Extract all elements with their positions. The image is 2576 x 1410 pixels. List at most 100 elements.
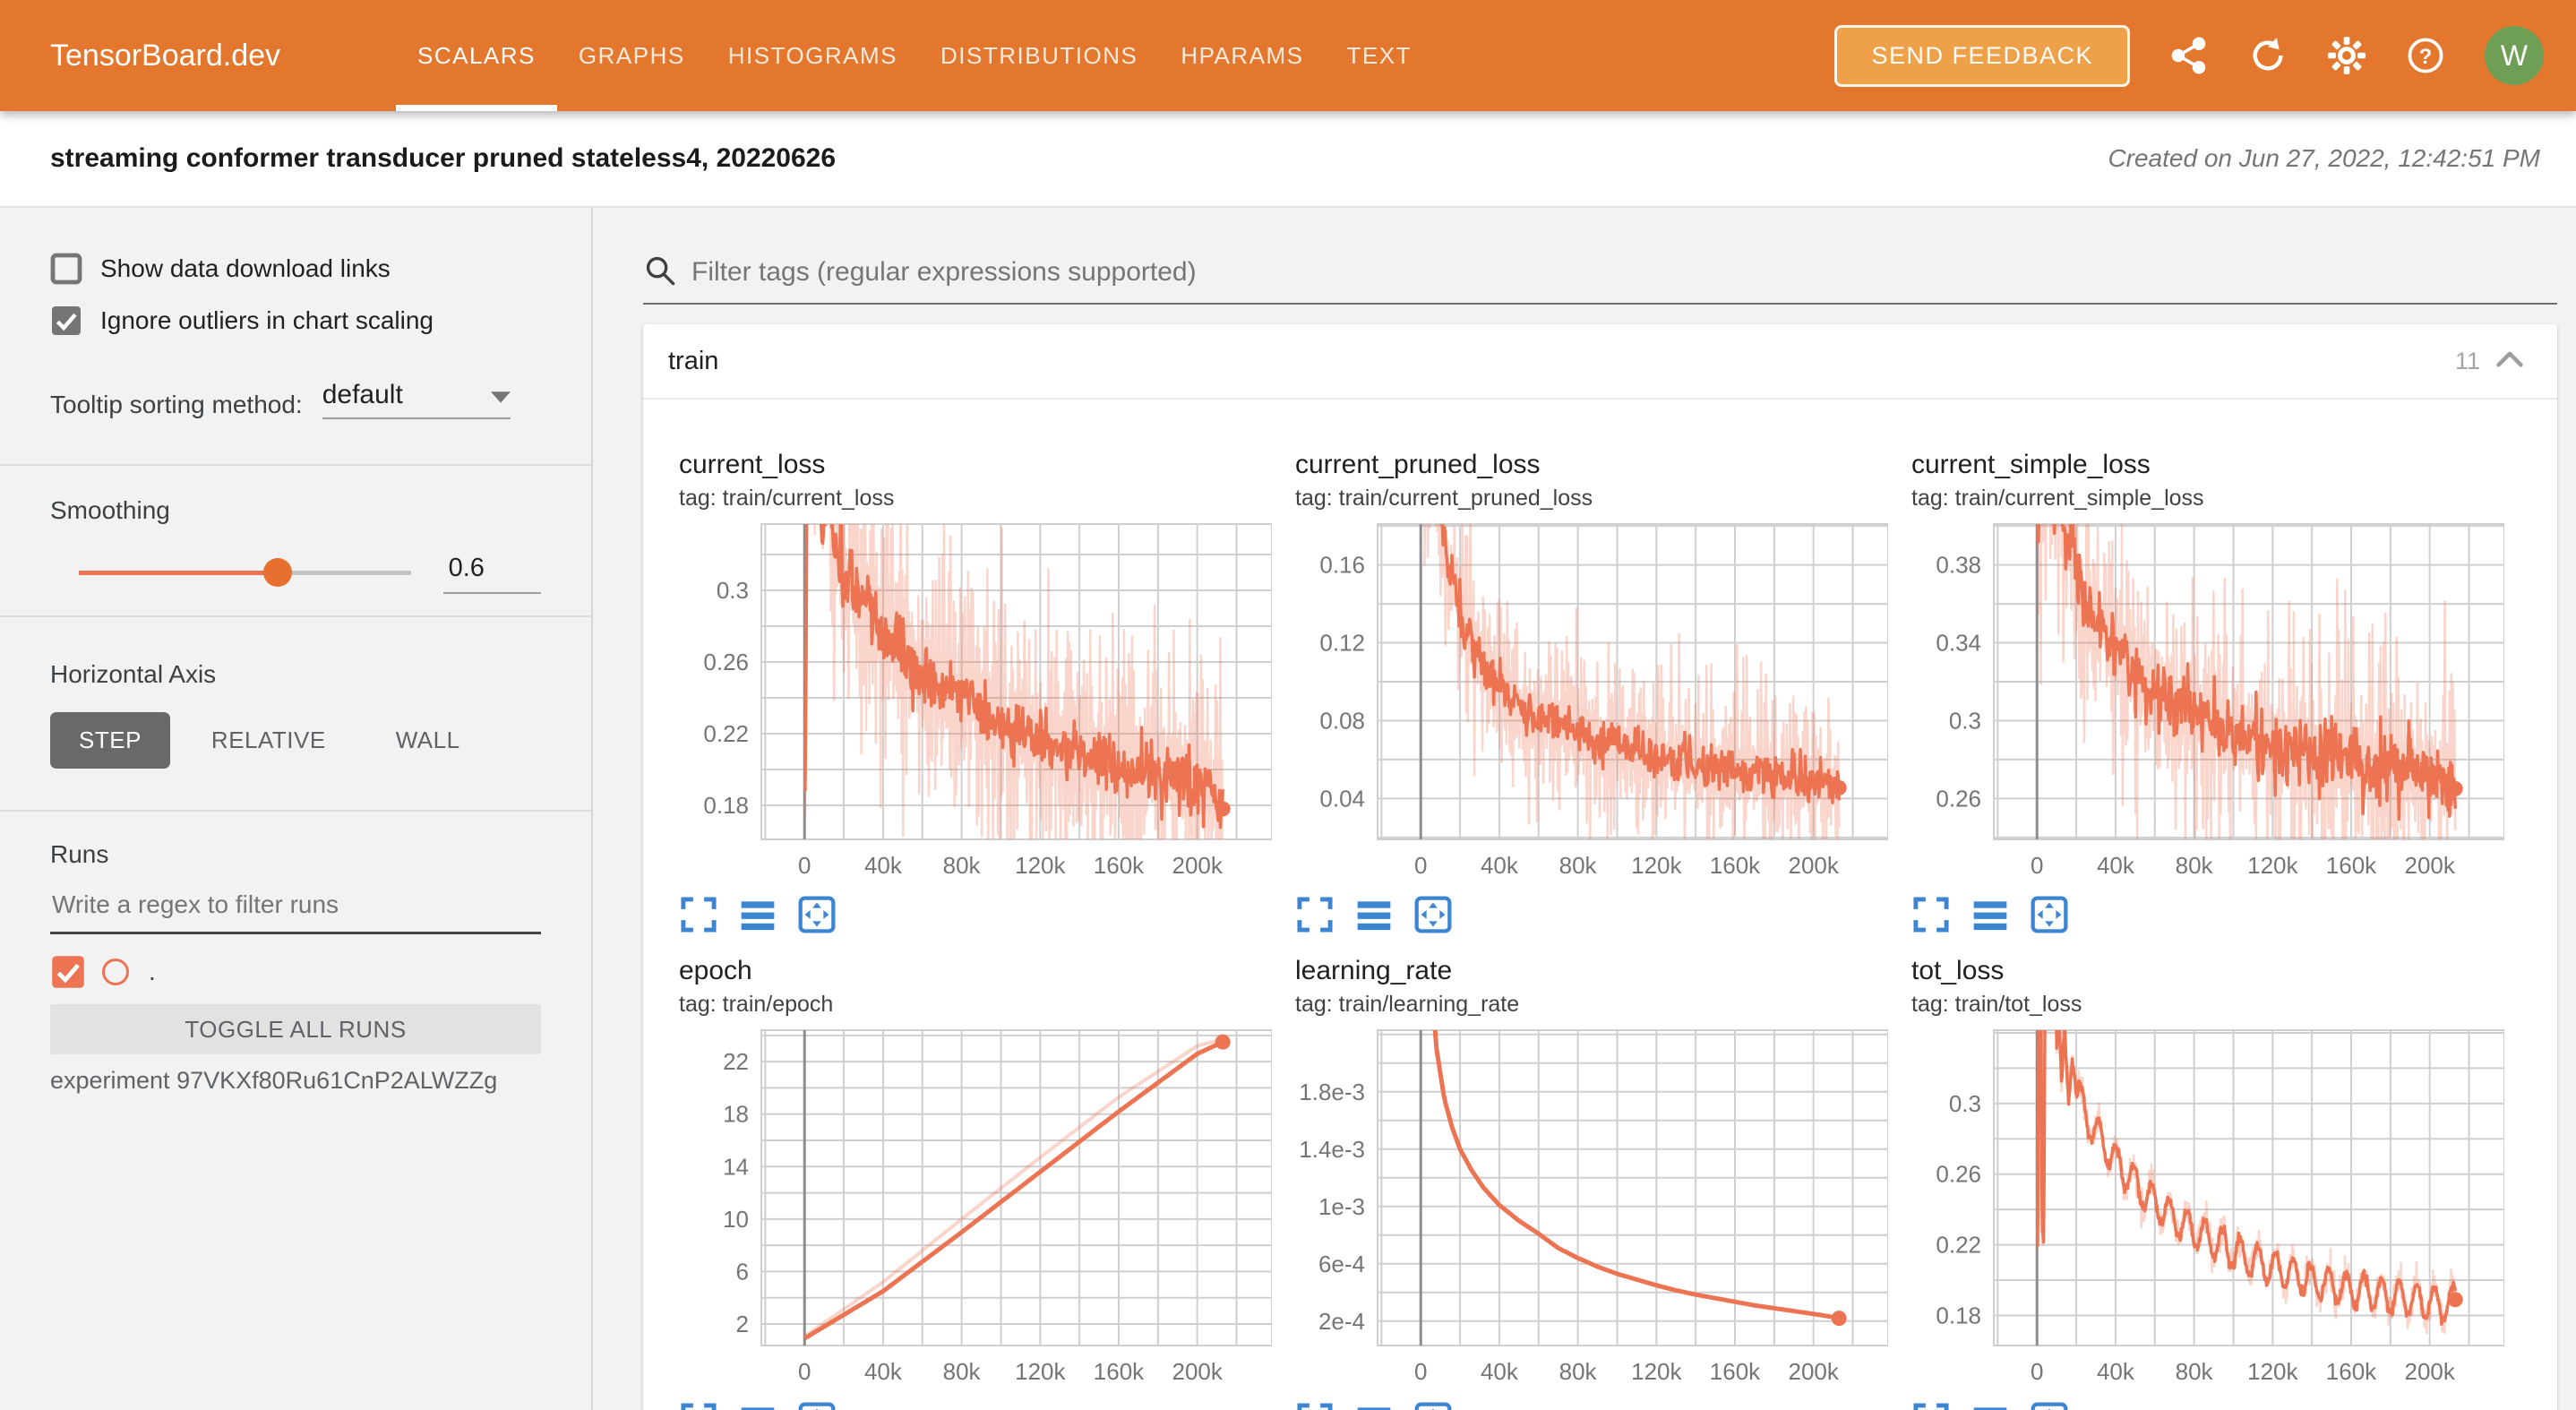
fit-data-icon[interactable]	[2030, 895, 2069, 934]
experiment-id: experiment 97VKXf80Ru61CnP2ALWZZg	[50, 1067, 498, 1094]
svg-text:40k: 40k	[2097, 852, 2135, 879]
created-on: Created on Jun 27, 2022, 12:42:51 PM	[2108, 144, 2540, 172]
chart-current_simple_loss: current_simple_loss tag: train/current_si…	[1911, 450, 2504, 934]
svg-text:0: 0	[2031, 1358, 2043, 1385]
chart-options-icon[interactable]	[1971, 1401, 2010, 1410]
train-section-header[interactable]: train 11	[643, 324, 2557, 400]
svg-text:200k: 200k	[2404, 1358, 2455, 1385]
chart-options-icon[interactable]	[1354, 1401, 1394, 1410]
tab-text[interactable]: TEXT	[1346, 41, 1412, 69]
train-section: train 11 current_loss tag: train/current_…	[643, 324, 2557, 1410]
chevron-up-icon[interactable]	[2494, 348, 2525, 374]
smoothing-value[interactable]: 0.6	[442, 550, 541, 594]
fit-data-icon[interactable]	[1413, 895, 1453, 934]
filter-tags-input[interactable]	[691, 257, 2557, 288]
chart-epoch: epoch tag: train/epoch 2 6 10 14 18 22 0 40k 80k 12…	[679, 956, 1272, 1410]
svg-text:200k: 200k	[2404, 852, 2455, 879]
svg-text:80k: 80k	[2176, 1358, 2214, 1385]
fit-data-icon[interactable]	[797, 1401, 837, 1410]
ignore-outliers-checkbox[interactable]	[50, 305, 82, 337]
settings-sidebar: Show data download links Ignore outliers…	[0, 208, 593, 1410]
svg-text:0: 0	[2031, 852, 2043, 879]
tab-scalars[interactable]: SCALARS	[396, 0, 557, 111]
chart-options-icon[interactable]	[738, 1401, 777, 1410]
svg-text:160k: 160k	[2326, 1358, 2377, 1385]
run-color-circle[interactable]	[102, 959, 129, 985]
tab-graphs[interactable]: GRAPHS	[578, 41, 685, 69]
chart-plot-learning_rate[interactable]: 2e-4 6e-4 1e-3 1.4e-3 1.8e-3 0 40k 80k 120k 160k 2…	[1295, 1025, 1888, 1387]
svg-text:120k: 120k	[1015, 852, 1066, 879]
chart-options-icon[interactable]	[1354, 895, 1394, 934]
show-download-links-label: Show data download links	[100, 254, 391, 282]
chart-plot-current_simple_loss[interactable]: 0.26 0.3 0.34 0.38 0 40k 80k 120k 160k 200k	[1911, 519, 2504, 881]
svg-text:6: 6	[736, 1258, 749, 1285]
svg-text:0.34: 0.34	[1936, 630, 1981, 657]
axis-mode-step[interactable]: STEP	[50, 712, 170, 769]
svg-text:0.12: 0.12	[1319, 630, 1365, 657]
caret-down-icon	[490, 381, 511, 409]
tab-hparams[interactable]: HPARAMS	[1181, 41, 1304, 69]
svg-text:120k: 120k	[2247, 1358, 2298, 1385]
show-download-links-row: Show data download links	[50, 253, 541, 285]
tab-histograms[interactable]: HISTOGRAMS	[727, 41, 898, 69]
run-checkbox[interactable]	[50, 954, 86, 990]
svg-text:80k: 80k	[2176, 852, 2214, 879]
chart-options-icon[interactable]	[1971, 895, 2010, 934]
svg-text:120k: 120k	[1631, 852, 1682, 879]
expand-chart-icon[interactable]	[679, 895, 718, 934]
chart-current_loss: current_loss tag: train/current_loss 0.18 0…	[679, 450, 1272, 934]
expand-chart-icon[interactable]	[1295, 1401, 1335, 1410]
chart-tot_loss: tot_loss tag: train/tot_loss 0.18 0.22 0.26 0…	[1911, 956, 2504, 1410]
fit-data-icon[interactable]	[1413, 1401, 1453, 1410]
expand-chart-icon[interactable]	[1911, 895, 1951, 934]
expand-chart-icon[interactable]	[1911, 1401, 1951, 1410]
run-row[interactable]: .	[50, 954, 541, 990]
smoothing-label: Smoothing	[50, 496, 170, 524]
svg-text:120k: 120k	[2247, 852, 2298, 879]
chart-plot-current_loss[interactable]: 0.18 0.22 0.26 0.3 0 40k 80k 120k 160k 200k	[679, 519, 1272, 881]
avatar[interactable]: W	[2485, 26, 2544, 85]
axis-mode-relative[interactable]: RELATIVE	[183, 712, 355, 769]
experiment-title: streaming conformer transducer pruned st…	[50, 143, 837, 173]
svg-text:0.08: 0.08	[1319, 707, 1365, 734]
show-download-links-checkbox[interactable]	[50, 253, 82, 285]
chart-tag: tag: train/current_simple_loss	[1911, 486, 2204, 511]
fit-data-icon[interactable]	[797, 895, 837, 934]
expand-chart-icon[interactable]	[679, 1401, 718, 1410]
chart-current_pruned_loss: current_pruned_loss tag: train/current_pr…	[1295, 450, 1888, 934]
svg-text:14: 14	[723, 1153, 749, 1180]
chart-plot-epoch[interactable]: 2 6 10 14 18 22 0 40k 80k 120k 160k 200k	[679, 1025, 1272, 1387]
help-icon[interactable]: ?	[2406, 36, 2445, 75]
svg-text:?: ?	[2419, 45, 2433, 69]
app-header: TensorBoard.dev SCALARS GRAPHS HISTOGRAMS D…	[0, 0, 2576, 111]
svg-text:0.18: 0.18	[1936, 1302, 1981, 1328]
toggle-all-runs-button[interactable]: TOGGLE ALL RUNS	[50, 1004, 541, 1054]
chart-title: current_loss	[679, 450, 826, 479]
fit-data-icon[interactable]	[2030, 1401, 2069, 1410]
smoothing-slider[interactable]	[79, 556, 411, 589]
runs-filter-input[interactable]	[50, 883, 541, 934]
tab-distributions[interactable]: DISTRIBUTIONS	[940, 41, 1138, 69]
expand-chart-icon[interactable]	[1295, 895, 1335, 934]
settings-icon[interactable]	[2327, 36, 2366, 75]
svg-text:0.26: 0.26	[1936, 785, 1981, 812]
chart-plot-tot_loss[interactable]: 0.18 0.22 0.26 0.3 0 40k 80k 120k 160k 200k	[1911, 1025, 2504, 1387]
chart-options-icon[interactable]	[738, 895, 777, 934]
refresh-icon[interactable]	[2248, 36, 2288, 75]
app-logo[interactable]: TensorBoard.dev	[50, 38, 281, 73]
smoothing-slider-thumb[interactable]	[263, 557, 293, 587]
share-icon[interactable]	[2169, 36, 2209, 75]
svg-text:40k: 40k	[864, 852, 903, 879]
svg-text:200k: 200k	[1172, 852, 1223, 879]
chart-title: current_simple_loss	[1911, 450, 2151, 479]
svg-text:40k: 40k	[2097, 1358, 2135, 1385]
chart-actions	[1911, 1401, 2504, 1410]
send-feedback-button[interactable]: SEND FEEDBACK	[1834, 24, 2130, 87]
svg-text:120k: 120k	[1631, 1358, 1682, 1385]
chart-plot-current_pruned_loss[interactable]: 0.04 0.08 0.12 0.16 0 40k 80k 120k 160k 200k	[1295, 519, 1888, 881]
tooltip-sorting-select[interactable]: default	[322, 380, 511, 419]
axis-mode-wall[interactable]: WALL	[367, 712, 489, 769]
svg-text:0: 0	[798, 1358, 811, 1385]
svg-text:0.22: 0.22	[703, 720, 749, 747]
chart-actions	[679, 895, 1272, 934]
